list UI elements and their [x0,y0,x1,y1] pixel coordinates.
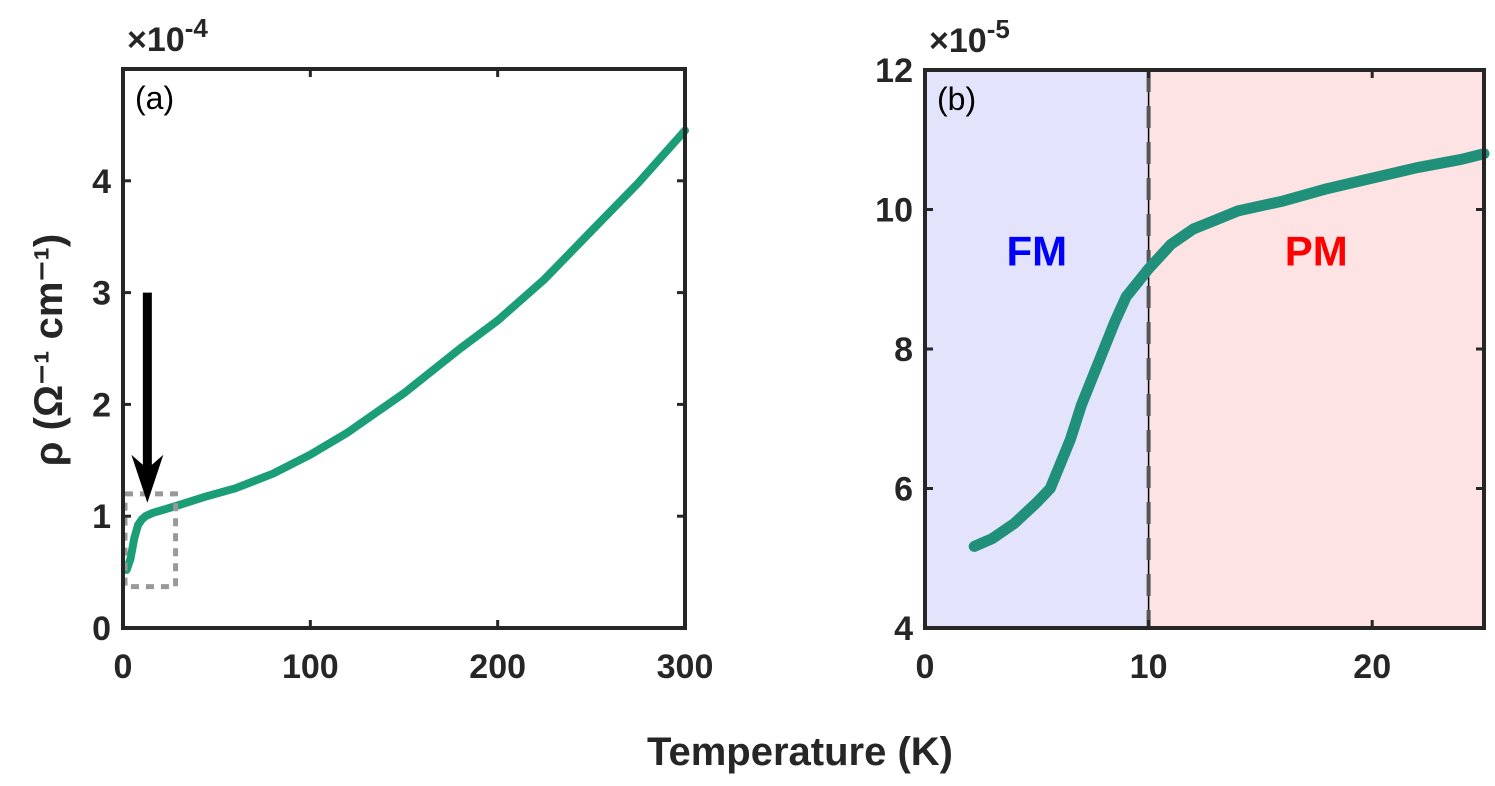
y-multiplier: ×10-5 [929,14,1010,60]
x-axis-label: Temperature (K) [647,730,953,774]
axes-box [121,67,687,630]
y-tick-label: 6 [894,471,913,509]
data-line [122,126,689,574]
data-point [1065,434,1076,445]
region-label-fm: FM [1006,227,1067,274]
y-multiplier-base: ×10 [929,22,987,60]
data-point [1110,316,1121,327]
data-point [1076,399,1087,410]
data-point [541,275,548,283]
data-point [400,389,408,397]
y-tick-label: 3 [92,275,111,313]
region-pm [1148,70,1484,628]
y-tick-label: 12 [875,52,913,90]
data-point [1322,183,1333,194]
y-multiplier-base: ×10 [127,21,185,59]
data-point [969,541,980,552]
data-point [1165,239,1176,250]
panel-a: 0 100 200 300 0 1 2 3 4 (a) ×10-4 [92,13,713,686]
arrow-head [131,454,164,503]
data-point [1031,497,1042,508]
y-multiplier: ×10-4 [127,13,208,59]
data-point [587,227,595,235]
data-point [156,507,164,515]
data-point [1009,518,1020,529]
data-point [126,555,134,563]
data-point [149,509,157,517]
y-tick-label: 8 [894,331,913,369]
y-tick-label: 4 [92,163,111,201]
data-point [141,512,149,520]
data-point [130,535,138,543]
data-point [1098,344,1109,354]
x-tick-label: 200 [469,648,526,686]
panel-b: FM PM 0 10 20 4 6 8 10 12 (b) ×10-5 [875,14,1490,686]
y-multiplier-exponent: -5 [987,14,1010,44]
data-point [634,179,642,187]
region-label-pm: PM [1285,227,1348,274]
data-point [1277,196,1288,207]
y-tick-label: 0 [92,610,111,648]
data-point [134,521,142,529]
data-point [1087,371,1098,382]
data-point [987,533,998,544]
x-tick-label: 0 [916,648,935,686]
data-point [344,428,352,436]
data-point [494,317,502,325]
y-multiplier-exponent: -4 [185,13,209,43]
data-point [269,470,277,478]
data-point [1045,483,1056,494]
data-point [1121,291,1132,302]
panel-label: (b) [937,81,976,117]
data-point [231,484,239,492]
y-tick-label: 10 [875,192,913,230]
x-tick-label: 100 [282,648,339,686]
data-point [306,451,314,459]
data-point [456,345,464,352]
x-tick-label: 300 [657,648,714,686]
y-tick-label: 4 [894,610,913,648]
data-line [968,148,1490,552]
panel-label: (a) [135,80,174,116]
data-point [203,492,211,500]
x-tick-label: 20 [1353,648,1391,686]
region-fm [925,70,1149,628]
x-tick-label: 10 [1130,648,1168,686]
data-point [1143,263,1154,274]
data-point [1188,224,1199,235]
y-axis-label: ρ (Ω⁻¹ cm⁻¹) [27,234,71,466]
data-point [1210,214,1221,225]
data-point [1233,205,1244,216]
data-point [1411,162,1422,173]
data-point [1367,173,1378,184]
data-point [1456,154,1467,165]
x-tick-label: 0 [114,648,133,686]
y-tick-label: 1 [92,498,111,536]
y-tick-label: 2 [92,386,111,424]
